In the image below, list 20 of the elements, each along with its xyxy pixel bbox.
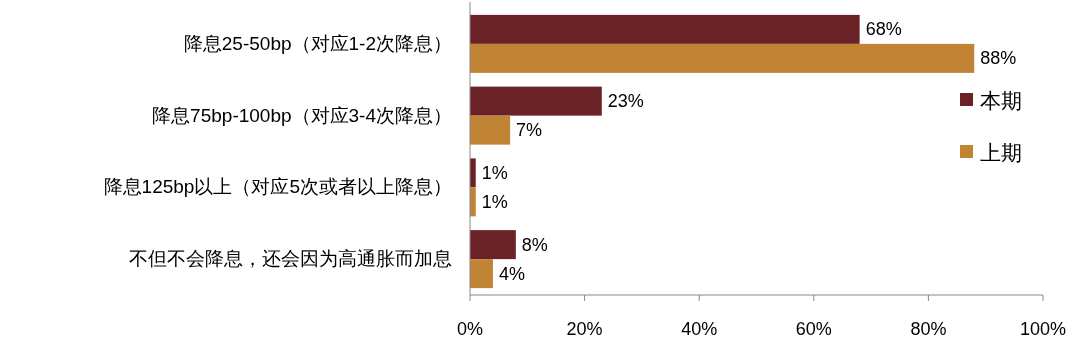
x-tick-label: 100% — [1019, 319, 1067, 339]
y-tick-label: 降息25-50bp（对应1-2次降息） — [183, 32, 452, 54]
data-label: 4% — [498, 263, 525, 284]
y-tick-label: 不但不会降息，还会因为高通胀而加息 — [129, 248, 452, 270]
data-label: 23% — [607, 91, 644, 112]
x-tick-label: 40% — [681, 319, 718, 339]
x-tick-label: 80% — [910, 319, 947, 339]
data-label: 68% — [865, 19, 902, 40]
data-label: 7% — [516, 120, 543, 141]
x-tick-label: 60% — [795, 319, 832, 339]
x-tick-label: 0% — [456, 319, 484, 339]
data-label: 1% — [481, 162, 508, 183]
x-tick-label: 20% — [566, 319, 603, 339]
legend-label: 上期 — [980, 141, 1022, 164]
data-label: 1% — [481, 191, 508, 212]
y-tick-label: 降息75bp-100bp（对应3-4次降息） — [152, 104, 452, 126]
y-tick-label: 降息125bp以上（对应5次或者以上降息） — [103, 176, 452, 198]
data-label: 8% — [521, 234, 548, 255]
legend-label: 本期 — [980, 89, 1022, 112]
data-label: 88% — [980, 48, 1017, 69]
